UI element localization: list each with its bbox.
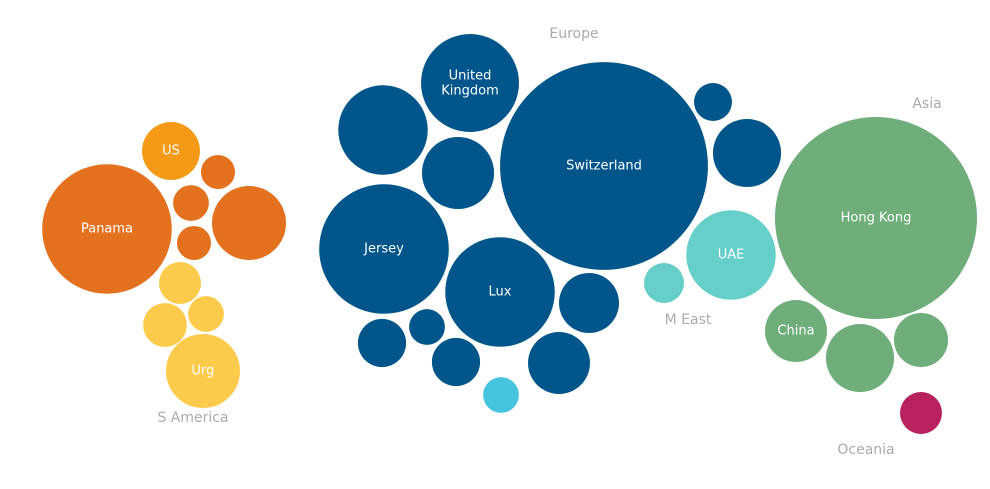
bubble	[900, 392, 942, 434]
bubble	[409, 309, 445, 345]
bubble	[445, 237, 555, 347]
bubble	[338, 85, 428, 175]
bubble	[319, 184, 449, 314]
bubble	[357, 318, 407, 368]
bubble	[165, 333, 241, 409]
bubble	[765, 300, 827, 362]
bubble	[644, 263, 684, 303]
bubble-label: Panama	[81, 222, 133, 237]
bubble-label: Hong Kong	[841, 211, 912, 226]
group-label: S America	[157, 410, 228, 426]
group-label: Asia	[912, 96, 941, 112]
bubble-label: Urg	[192, 364, 215, 379]
bubble	[559, 273, 619, 333]
bubble-label: UAE	[718, 248, 745, 263]
bubble	[686, 210, 776, 300]
bubble	[42, 164, 172, 294]
bubble	[176, 225, 212, 261]
group-label: Oceania	[837, 442, 894, 458]
bubble	[421, 34, 519, 132]
bubble-label: US	[162, 144, 180, 159]
bubble	[142, 122, 200, 180]
bubble	[528, 332, 590, 394]
bubble	[483, 377, 519, 413]
bubble-label: Switzerland	[566, 159, 642, 174]
group-label: M East	[665, 312, 712, 328]
bubble	[694, 83, 732, 121]
bubble	[173, 185, 209, 221]
bubble-label: China	[777, 324, 814, 339]
group-label: Europe	[549, 26, 598, 42]
bubble	[188, 296, 224, 332]
bubble	[143, 303, 187, 347]
bubble	[712, 118, 782, 188]
bubble	[200, 154, 236, 190]
bubble	[159, 262, 201, 304]
bubble-label: United Kingdom	[441, 68, 499, 98]
bubble	[825, 323, 895, 393]
bubble	[211, 185, 287, 261]
bubble	[500, 62, 708, 270]
bubble	[421, 136, 495, 210]
bubble	[893, 312, 949, 368]
bubble-label: Jersey	[363, 242, 404, 257]
bubble	[775, 117, 977, 319]
bubble-label: Lux	[489, 285, 512, 300]
bubble	[431, 337, 481, 387]
